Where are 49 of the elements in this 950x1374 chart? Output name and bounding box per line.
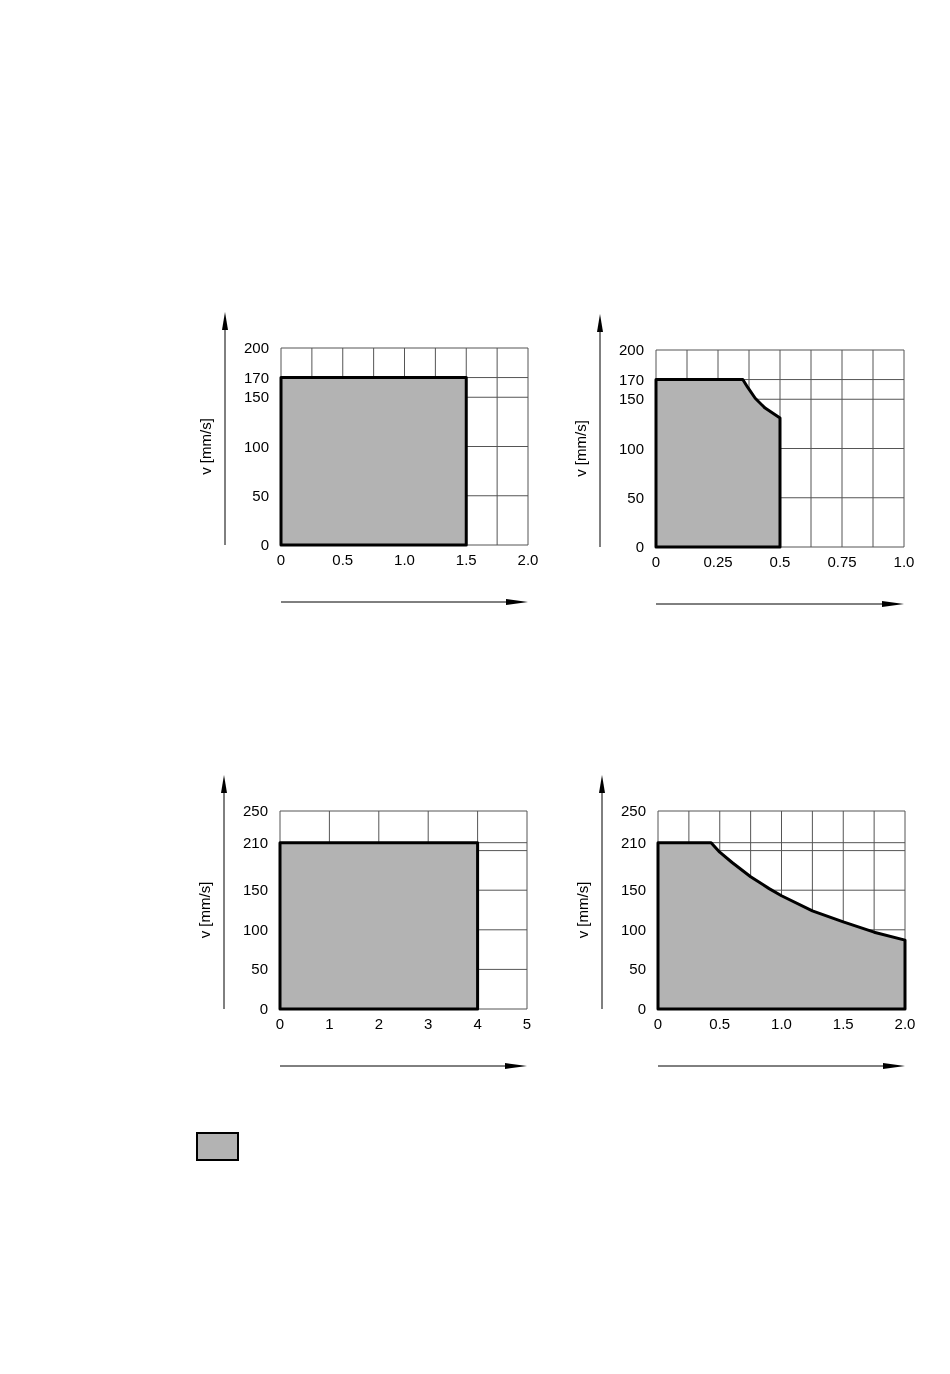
x-tick-label: 0.5 (332, 551, 354, 568)
x-tick-label: 2 (374, 1015, 383, 1032)
y-tick-label: 100 (620, 920, 646, 938)
x-tick-label: 1.0 (893, 553, 915, 570)
y-tick-label: 0 (259, 1000, 268, 1017)
y-tick-label: 200 (243, 339, 269, 356)
y-tick-label: 150 (620, 881, 646, 899)
y-tick-label: 150 (242, 881, 268, 899)
y-tick-label: 0 (260, 536, 269, 553)
y-tick-label: 250 (620, 802, 646, 819)
y-tick-label: 170 (618, 370, 644, 388)
y-tick-label: 200 (618, 341, 644, 358)
y-axis-title: v [mm/s] (572, 420, 589, 477)
x-tick-label: 0.75 (827, 553, 857, 570)
x-tick-label: 4 (473, 1015, 482, 1032)
y-tick-label: 210 (620, 833, 646, 851)
y-tick-label: 150 (243, 388, 269, 406)
y-axis-title: v [mm/s] (197, 418, 214, 475)
x-tick-label: 1.5 (832, 1015, 854, 1032)
y-axis-title: v [mm/s] (196, 881, 213, 939)
x-tick-label: 2.0 (894, 1015, 916, 1032)
x-tick-label: 3 (424, 1015, 433, 1032)
x-tick-label: 0 (653, 1015, 663, 1032)
y-tick-label: 50 (251, 960, 268, 978)
y-tick-label: 0 (637, 1000, 646, 1017)
x-tick-label: 1.0 (771, 1015, 792, 1032)
x-tick-label: 1 (325, 1015, 334, 1032)
y-tick-label: 0 (635, 538, 644, 555)
x-tick-label: 1.0 (394, 551, 415, 568)
y-tick-label: 150 (618, 390, 644, 408)
y-tick-label: 50 (627, 488, 644, 506)
y-axis-title: v [mm/s] (574, 881, 591, 939)
y-tick-label: 100 (618, 439, 644, 457)
y-tick-label: 250 (242, 802, 268, 819)
x-tick-label: 1.5 (455, 551, 477, 568)
x-tick-label: 5 (522, 1015, 532, 1032)
x-tick-label: 0.5 (709, 1015, 731, 1032)
x-tick-label: 0 (275, 1015, 285, 1032)
x-tick-label: 0 (276, 551, 286, 568)
y-tick-label: 50 (629, 960, 646, 978)
y-tick-label: 50 (252, 486, 269, 504)
y-tick-label: 210 (242, 833, 268, 851)
x-tick-label: 2.0 (517, 551, 539, 568)
x-tick-label: 0.25 (703, 553, 733, 570)
y-tick-label: 170 (243, 368, 269, 386)
y-tick-label: 100 (243, 437, 269, 455)
x-tick-label: 0 (651, 553, 661, 570)
y-tick-label: 100 (242, 920, 268, 938)
x-tick-label: 0.5 (769, 553, 791, 570)
